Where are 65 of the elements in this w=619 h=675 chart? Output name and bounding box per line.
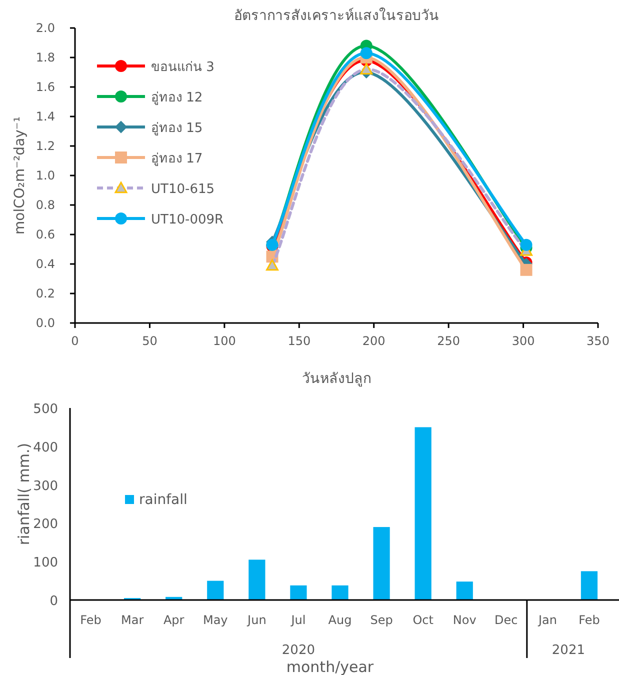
text: 2021: [552, 643, 586, 658]
bar: [290, 585, 307, 600]
legend-label: rainfall: [139, 492, 188, 508]
legend-label: อู่ทอง 15: [151, 121, 203, 136]
point: [520, 264, 532, 276]
x-tick-label: Feb: [80, 613, 102, 627]
y-tick-label: 1.4: [36, 110, 55, 124]
bar: [414, 427, 432, 600]
y-tick-label: 0.8: [36, 198, 55, 212]
legend-label: อู่ทอง 17: [151, 152, 203, 166]
y-axis-title: rianfall( mm.): [15, 442, 33, 546]
y-tick-label: 1.2: [36, 139, 55, 153]
bar: [456, 582, 473, 600]
bar: [580, 571, 598, 600]
y-tick-label: 400: [33, 440, 58, 456]
y-tick-label: 2.0: [36, 21, 55, 35]
x-tick-label: 300: [512, 334, 535, 348]
x-tick-label: 0: [71, 334, 79, 348]
y-tick-label: 1.8: [36, 50, 55, 64]
x-tick-label: Feb: [578, 613, 600, 627]
y-tick-label: 300: [33, 478, 58, 494]
x-tick-label: 200: [362, 334, 386, 348]
point: [266, 259, 278, 271]
legend: rainfall: [125, 492, 188, 508]
x-tick-label: 150: [288, 334, 311, 348]
y-tick-label: 1.6: [36, 80, 55, 94]
legend-label: UT10-009R: [151, 212, 224, 228]
y-tick-label: 0: [50, 594, 58, 609]
y-tick-label: 0.6: [36, 228, 55, 242]
legend-label: อู่ทอง 12: [151, 90, 203, 106]
x-tick-label: 50: [142, 334, 158, 348]
x-tick-label: 100: [212, 334, 236, 348]
y-tick-label: 0.4: [36, 257, 55, 271]
legend-label: ขอนแก่น 3: [151, 60, 214, 75]
x-axis-title: month/year: [286, 658, 374, 675]
x-tick-label: Aug: [328, 613, 352, 627]
chart-title: อัตราการสังเคราะห์แสงในรอบวัน: [234, 7, 439, 24]
bar: [248, 560, 266, 600]
point: [360, 63, 373, 74]
y-tick-label: 1.0: [36, 168, 55, 182]
y-tick-label: 200: [33, 517, 58, 532]
x-tick-label: Dec: [494, 613, 518, 627]
x-tick-label: 350: [586, 334, 610, 348]
x-tick-label: Sep: [370, 613, 393, 627]
text: 2020: [282, 643, 316, 658]
x-tick-label: Jun: [246, 613, 266, 627]
x-tick-label: Mar: [120, 613, 144, 627]
x-tick-label: Nov: [452, 613, 476, 627]
x-axis-title: วันหลังปลูก: [302, 371, 371, 387]
x-tick-label: May: [202, 613, 228, 627]
x-tick-label: Jan: [537, 613, 557, 627]
y-tick-label: 0.2: [36, 286, 55, 300]
y-axis-title: molCO₂m⁻²day⁻¹: [12, 116, 28, 234]
y-tick-label: 500: [33, 402, 58, 417]
point: [520, 238, 532, 251]
bar: [332, 585, 348, 600]
x-tick-label: Apr: [163, 613, 184, 627]
y-tick-label: 0.0: [36, 316, 55, 330]
y-tick-label: 100: [33, 556, 58, 571]
bar: [207, 580, 224, 600]
x-tick-label: 250: [437, 334, 460, 348]
x-tick-label: Jul: [290, 613, 306, 627]
bar: [373, 527, 390, 600]
x-tick-label: Oct: [412, 613, 434, 627]
legend-label: UT10-615: [151, 182, 215, 197]
